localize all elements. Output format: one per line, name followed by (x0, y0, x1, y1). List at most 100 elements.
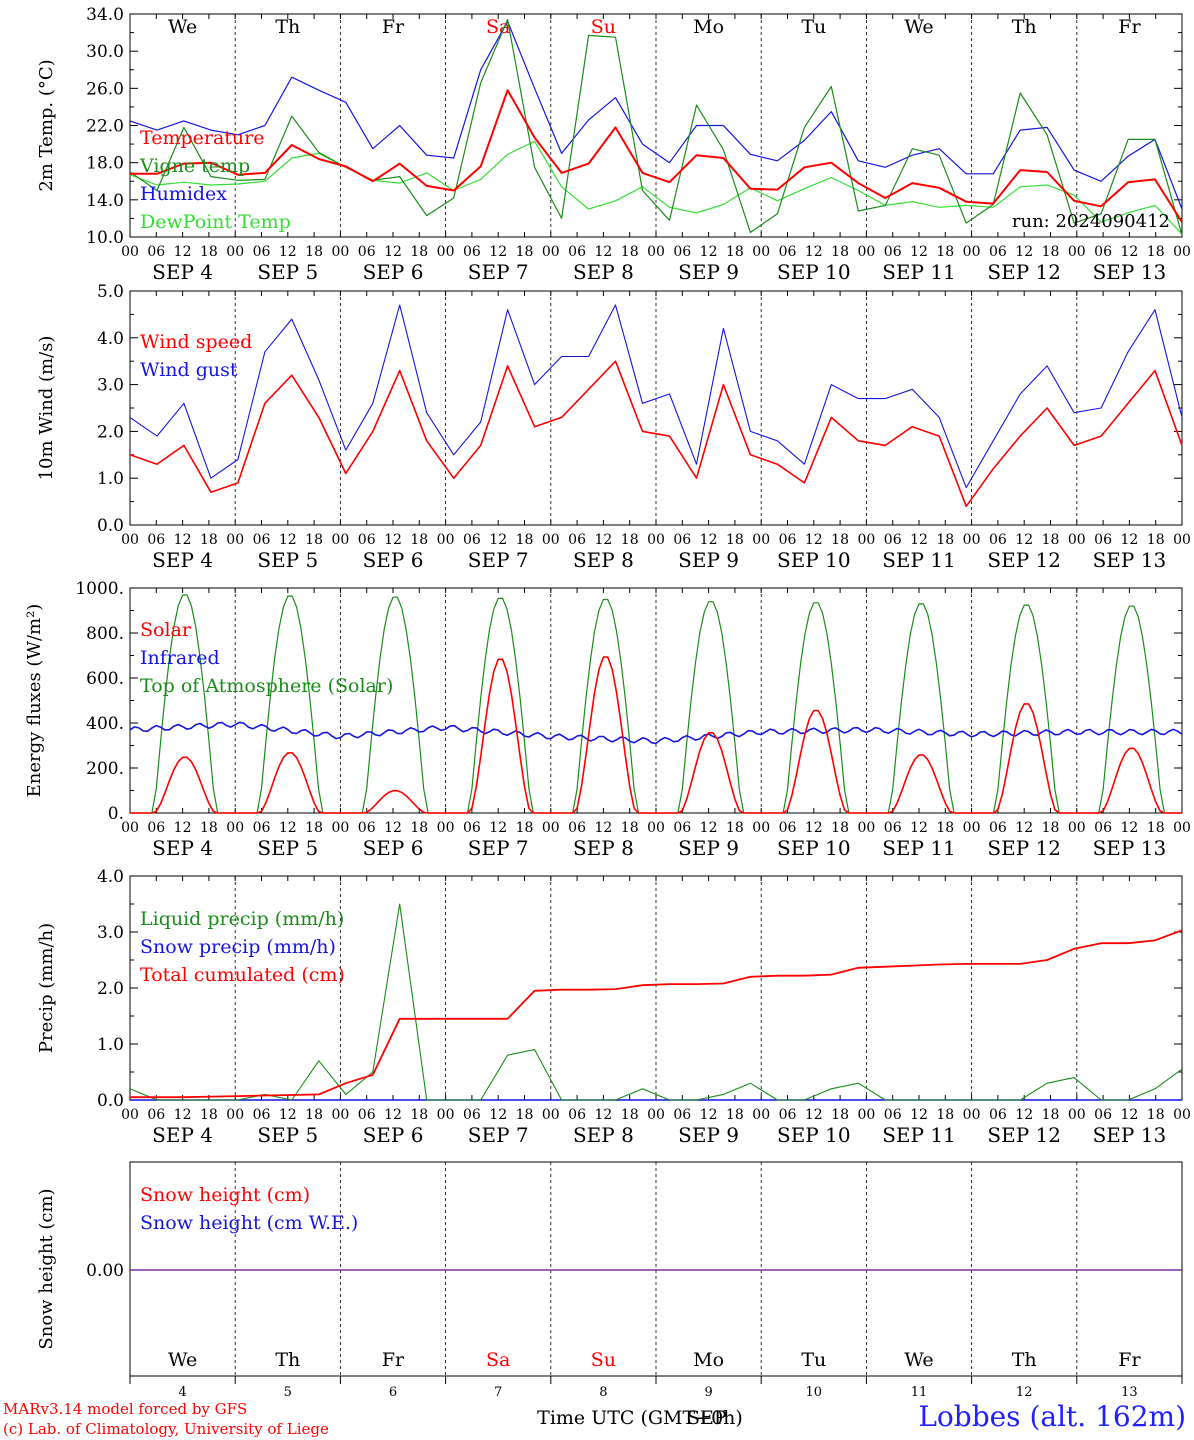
legend-entry: Snow height (cm W.E.) (140, 1212, 358, 1234)
hour-tick-label: 06 (673, 532, 691, 548)
date-tick-label: SEP 9 (678, 548, 739, 572)
y-tick-label: 18.0 (86, 154, 124, 174)
date-tick-label: SEP 7 (468, 260, 529, 284)
weekday-label: Th (1012, 1349, 1037, 1371)
hour-tick-label: 00 (331, 244, 349, 260)
hour-tick-label: 12 (279, 244, 297, 260)
date-tick-label: SEP 13 (1093, 836, 1167, 860)
hour-tick-label: 18 (621, 1107, 639, 1123)
hour-tick-label: 00 (857, 820, 875, 836)
hour-tick-label: 06 (673, 244, 691, 260)
hour-tick-label: 12 (1120, 1107, 1138, 1123)
hour-tick-label: 18 (621, 532, 639, 548)
hour-tick-label: 18 (1147, 244, 1165, 260)
y-axis-label: 2m Temp. (°C) (36, 59, 57, 191)
hour-tick-label: 12 (805, 820, 823, 836)
hour-tick-label: 00 (1173, 820, 1191, 836)
hour-tick-label: 12 (700, 244, 718, 260)
hour-tick-label: 18 (621, 244, 639, 260)
y-tick-label: 22.0 (86, 117, 124, 137)
hour-tick-label: 18 (1147, 1107, 1165, 1123)
y-axis-label: Energy fluxes (W/m²) (24, 604, 45, 798)
hour-tick-label: 00 (1173, 1107, 1191, 1123)
hour-tick-label: 18 (410, 1107, 428, 1123)
vigne-temp-line (129, 19, 1183, 236)
day-number-label: 12 (1016, 1385, 1033, 1400)
weekday-label: We (168, 1349, 197, 1371)
hour-tick-label: 18 (621, 820, 639, 836)
date-tick-label: SEP 11 (882, 548, 956, 572)
hour-tick-label: 18 (200, 244, 218, 260)
hour-tick-label: 18 (1042, 532, 1060, 548)
legend-entry: Wind gust (140, 359, 238, 381)
hour-tick-label: 12 (805, 532, 823, 548)
hour-tick-label: 18 (516, 1107, 534, 1123)
y-tick-label: 0.0 (97, 1091, 124, 1111)
day-number-label: 8 (599, 1385, 607, 1400)
hour-tick-label: 00 (1068, 244, 1086, 260)
hour-tick-label: 06 (147, 820, 165, 836)
hour-tick-label: 06 (463, 1107, 481, 1123)
hour-tick-label: 18 (831, 532, 849, 548)
legend-entry: Liquid precip (mm/h) (140, 908, 344, 930)
date-tick-label: SEP 9 (678, 260, 739, 284)
date-tick-label: SEP 6 (363, 836, 424, 860)
hour-tick-label: 00 (121, 820, 139, 836)
hour-tick-label: 00 (542, 244, 560, 260)
weekday-label: Fr (1118, 16, 1141, 38)
date-tick-label: SEP 12 (987, 836, 1061, 860)
hour-tick-label: 18 (1147, 820, 1165, 836)
date-tick-label: SEP 13 (1093, 260, 1167, 284)
date-tick-label: SEP 10 (777, 836, 851, 860)
weekday-label: We (904, 1349, 933, 1371)
y-tick-label: 30.0 (86, 42, 124, 62)
hour-tick-label: 12 (594, 1107, 612, 1123)
hour-tick-label: 12 (174, 244, 192, 260)
hour-tick-label: 06 (989, 1107, 1007, 1123)
hour-tick-label: 12 (174, 820, 192, 836)
hour-tick-label: 00 (121, 532, 139, 548)
dewpoint-temp-line (129, 140, 1183, 235)
hour-tick-label: 00 (1173, 244, 1191, 260)
y-axis-label: Precip (mm/h) (36, 923, 57, 1053)
date-tick-label: SEP 11 (882, 260, 956, 284)
date-tick-label: SEP 7 (468, 548, 529, 572)
date-tick-label: SEP 13 (1093, 1123, 1167, 1147)
hour-tick-label: 06 (568, 1107, 586, 1123)
hour-tick-label: 06 (358, 532, 376, 548)
hour-tick-label: 18 (726, 820, 744, 836)
weekday-label: We (168, 16, 197, 38)
hour-tick-label: 12 (910, 820, 928, 836)
y-tick-label: 600. (86, 669, 124, 689)
date-tick-label: SEP 8 (573, 1123, 634, 1147)
hour-tick-label: 06 (1094, 244, 1112, 260)
hour-tick-label: 06 (463, 532, 481, 548)
liquid-precip-line (129, 903, 1183, 1101)
hour-tick-label: 00 (437, 820, 455, 836)
hour-tick-label: 18 (1042, 820, 1060, 836)
weekday-label: Fr (382, 16, 405, 38)
weekday-label: Su (591, 16, 616, 38)
hour-tick-label: 06 (253, 532, 271, 548)
hour-tick-label: 12 (700, 532, 718, 548)
hour-tick-label: 12 (1120, 244, 1138, 260)
hour-tick-label: 18 (726, 1107, 744, 1123)
y-tick-label: 10.0 (86, 228, 124, 248)
hour-tick-label: 00 (1068, 1107, 1086, 1123)
hour-tick-label: 18 (936, 820, 954, 836)
date-tick-label: SEP 6 (363, 1123, 424, 1147)
hour-tick-label: 00 (437, 1107, 455, 1123)
hour-tick-label: 00 (437, 532, 455, 548)
legend-entry: Temperature (140, 127, 264, 149)
hour-tick-label: 18 (936, 244, 954, 260)
day-number-label: 7 (494, 1385, 502, 1400)
weekday-label: Sa (486, 16, 510, 38)
wind-gust-line (129, 304, 1183, 489)
hour-tick-label: 12 (700, 1107, 718, 1123)
hour-tick-label: 00 (121, 244, 139, 260)
hour-tick-label: 12 (910, 244, 928, 260)
hour-tick-label: 12 (174, 1107, 192, 1123)
day-number-label: 13 (1121, 1385, 1138, 1400)
hour-tick-label: 12 (279, 532, 297, 548)
hour-tick-label: 18 (305, 244, 323, 260)
